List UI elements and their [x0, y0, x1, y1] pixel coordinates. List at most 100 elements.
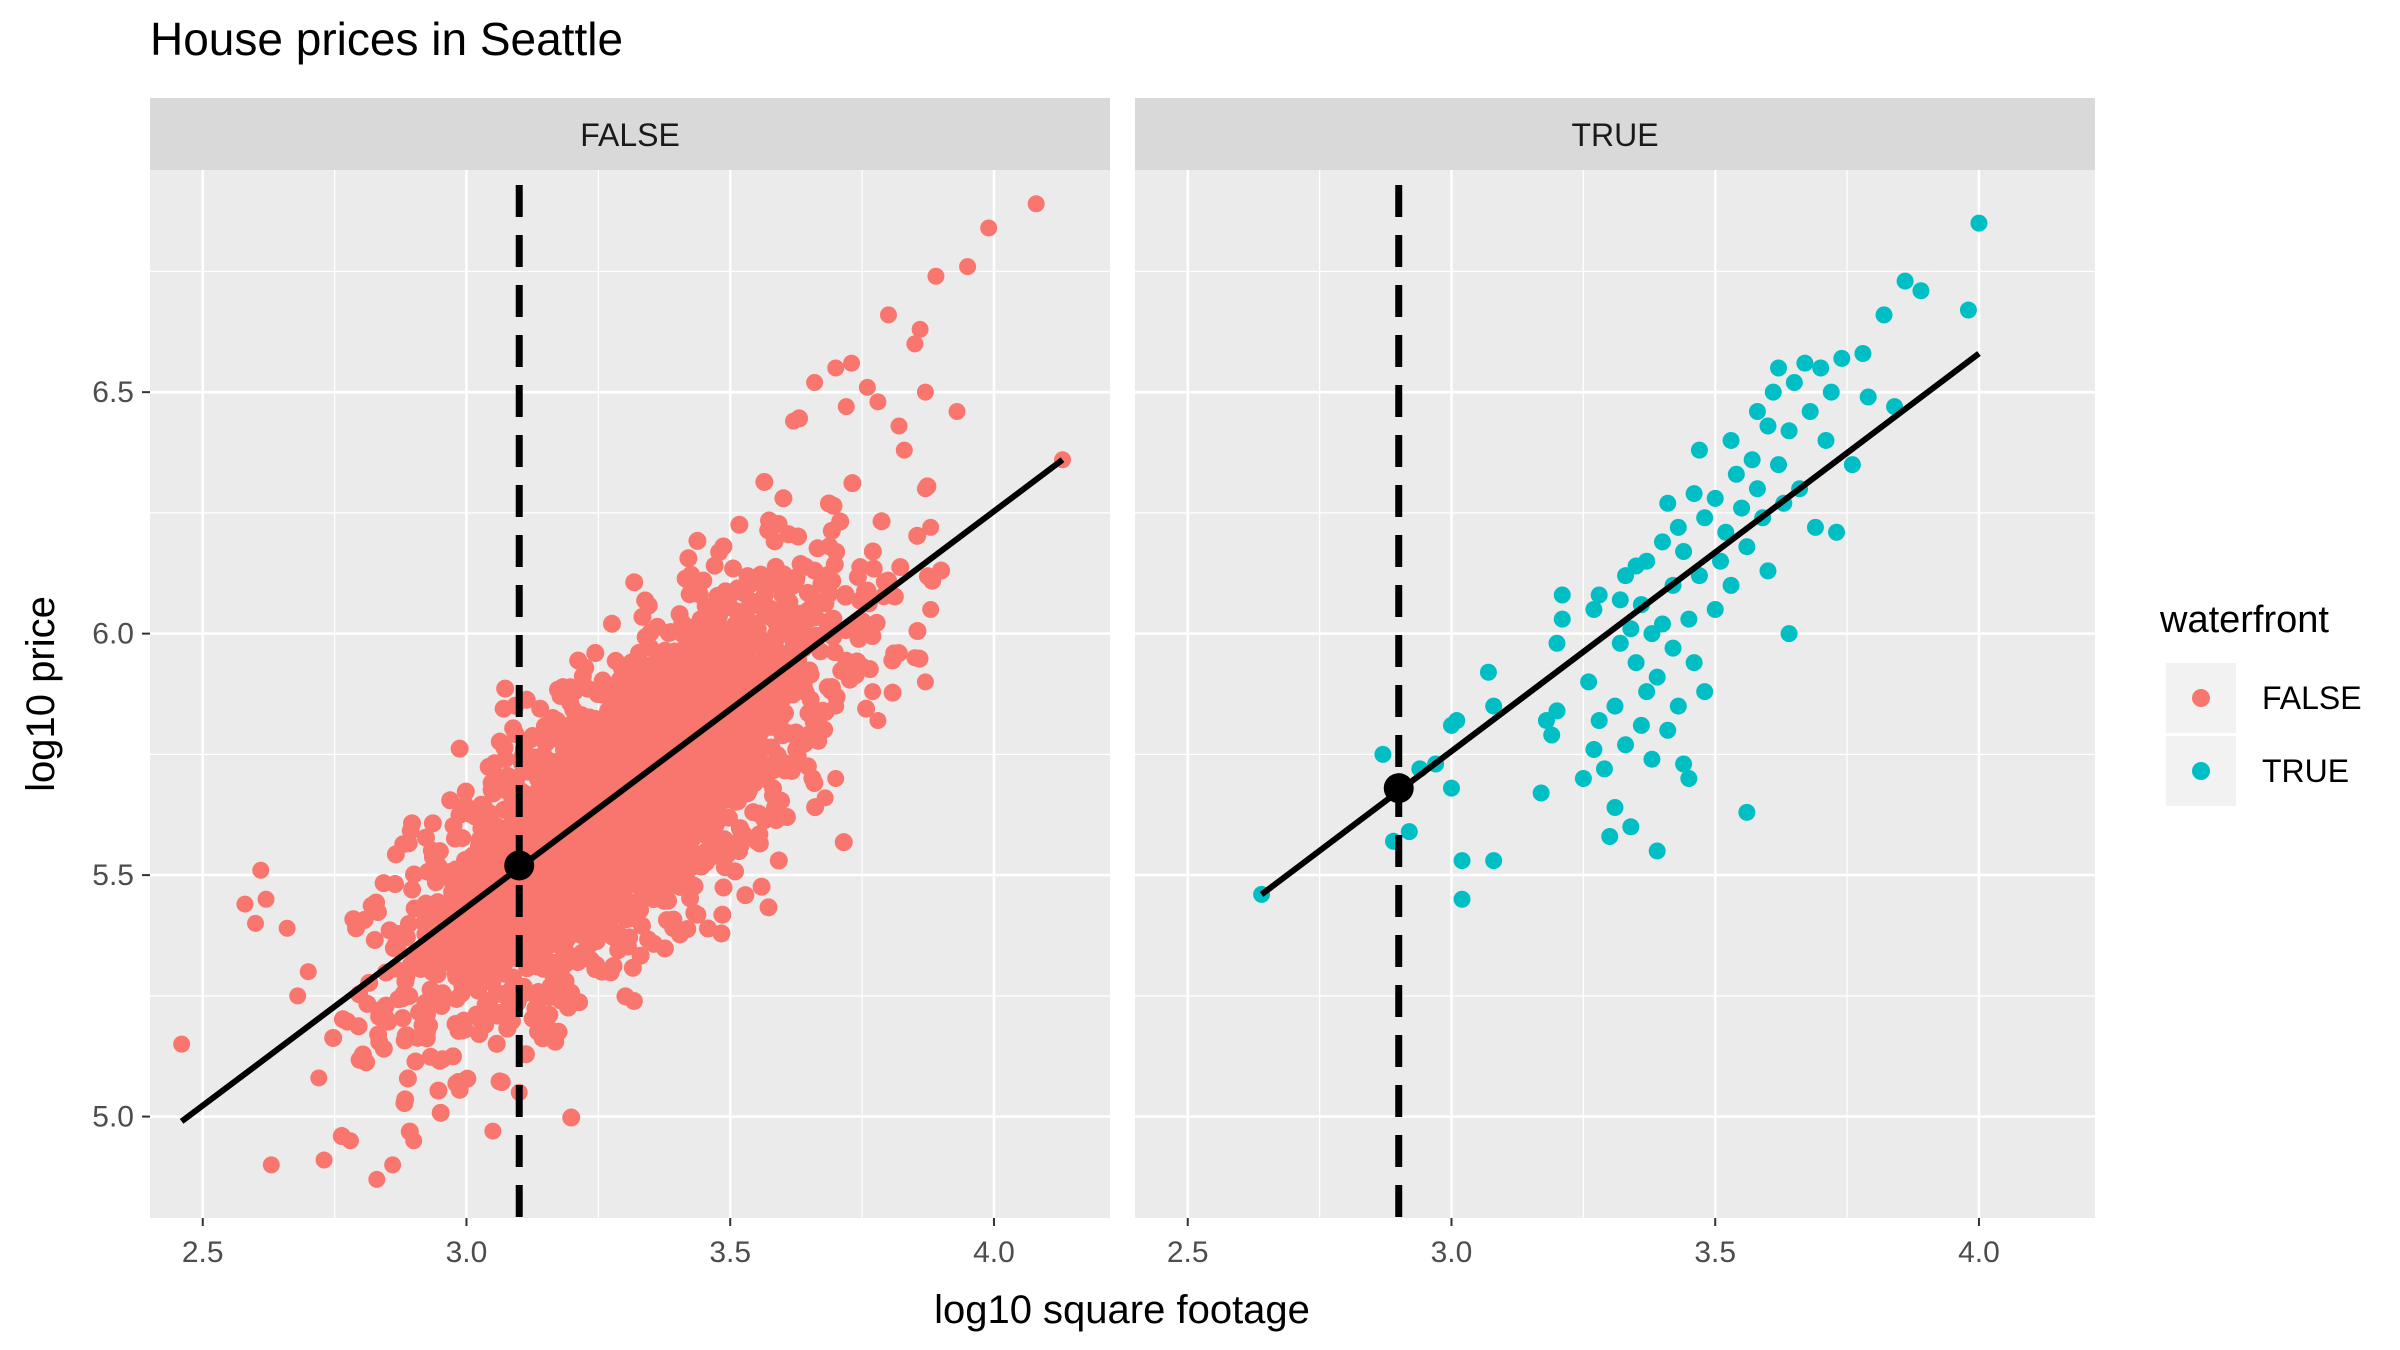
data-point — [416, 894, 435, 913]
data-point — [1590, 712, 1608, 730]
data-point — [1453, 852, 1471, 870]
data-point — [447, 967, 466, 986]
data-point — [678, 698, 697, 717]
data-point — [246, 914, 264, 932]
strip-true-label: TRUE — [1571, 117, 1658, 153]
data-point — [837, 651, 856, 670]
data-point — [721, 772, 740, 791]
data-point — [531, 942, 550, 961]
mean-point — [504, 850, 535, 881]
data-point — [869, 712, 887, 730]
data-point — [782, 761, 801, 780]
data-point — [922, 518, 940, 536]
data-point — [173, 1035, 191, 1053]
data-point — [864, 559, 883, 578]
data-point — [435, 941, 454, 960]
x-axis-title: log10 square footage — [934, 1288, 1310, 1332]
data-point — [681, 889, 700, 908]
data-point — [712, 748, 731, 767]
data-point — [486, 856, 505, 875]
legend-title: waterfront — [2159, 599, 2329, 641]
data-point — [441, 791, 460, 810]
data-point — [494, 699, 513, 718]
data-point — [885, 644, 903, 662]
data-point — [1828, 523, 1846, 541]
data-point — [684, 631, 703, 650]
data-point — [1590, 586, 1608, 604]
data-point — [759, 898, 778, 917]
data-point — [782, 577, 801, 596]
data-point — [406, 1052, 425, 1071]
data-point — [752, 877, 771, 896]
data-point — [1374, 745, 1392, 763]
data-point — [531, 699, 550, 718]
data-point — [634, 883, 653, 902]
data-point — [749, 756, 768, 775]
data-point — [549, 1022, 568, 1041]
data-point — [806, 721, 825, 740]
data-point — [653, 834, 672, 853]
data-point — [1448, 712, 1466, 730]
data-point — [959, 258, 977, 276]
mean-point — [1383, 773, 1414, 804]
data-point — [1632, 716, 1650, 734]
data-point — [837, 398, 855, 416]
data-point — [735, 584, 754, 603]
data-point — [715, 830, 734, 849]
data-point — [415, 913, 434, 932]
data-point — [858, 378, 876, 396]
data-point — [1748, 480, 1766, 498]
data-point — [430, 842, 449, 861]
data-point — [1759, 417, 1777, 435]
regression-line — [1259, 351, 1981, 897]
strip-true-background — [1135, 98, 2095, 170]
data-point — [816, 594, 835, 613]
data-point — [1574, 770, 1592, 788]
data-point — [1400, 823, 1418, 841]
data-point — [916, 383, 934, 401]
data-point — [347, 919, 366, 938]
data-point — [715, 858, 734, 877]
data-point — [883, 683, 902, 702]
data-point — [466, 930, 485, 949]
strip-false-background — [150, 98, 1110, 170]
data-point — [257, 890, 275, 908]
data-point — [452, 941, 471, 960]
data-point — [714, 537, 733, 556]
data-point — [771, 709, 790, 728]
data-point — [948, 402, 966, 420]
data-point — [767, 757, 786, 776]
data-point — [423, 814, 442, 833]
data-point — [1970, 214, 1988, 232]
data-point — [548, 711, 567, 730]
data-point — [827, 359, 845, 377]
data-point — [236, 895, 254, 913]
data-point — [628, 679, 647, 698]
data-point — [1685, 654, 1703, 672]
data-point — [664, 774, 683, 793]
data-point — [664, 688, 683, 707]
y-axis-ticks: 5.0 5.5 6.0 6.5 — [92, 376, 150, 1134]
data-point — [1617, 736, 1635, 754]
data-point — [1785, 373, 1803, 391]
panel-true-grid — [1135, 170, 2095, 1218]
data-point — [365, 930, 384, 949]
data-point — [747, 832, 766, 851]
data-point — [1770, 456, 1788, 474]
data-point — [748, 769, 767, 788]
data-point — [927, 267, 945, 285]
data-point — [713, 905, 732, 924]
data-point — [1706, 600, 1724, 618]
data-point — [730, 515, 749, 534]
data-point — [872, 512, 891, 531]
data-point — [816, 789, 834, 807]
data-point — [843, 354, 861, 372]
data-point — [1453, 890, 1471, 908]
data-point — [739, 599, 758, 618]
data-point — [1690, 567, 1708, 585]
data-point — [805, 774, 824, 793]
data-point — [869, 393, 887, 411]
x-tick-label: 3.5 — [709, 1236, 751, 1269]
data-point — [349, 1017, 368, 1036]
data-point — [908, 622, 927, 641]
